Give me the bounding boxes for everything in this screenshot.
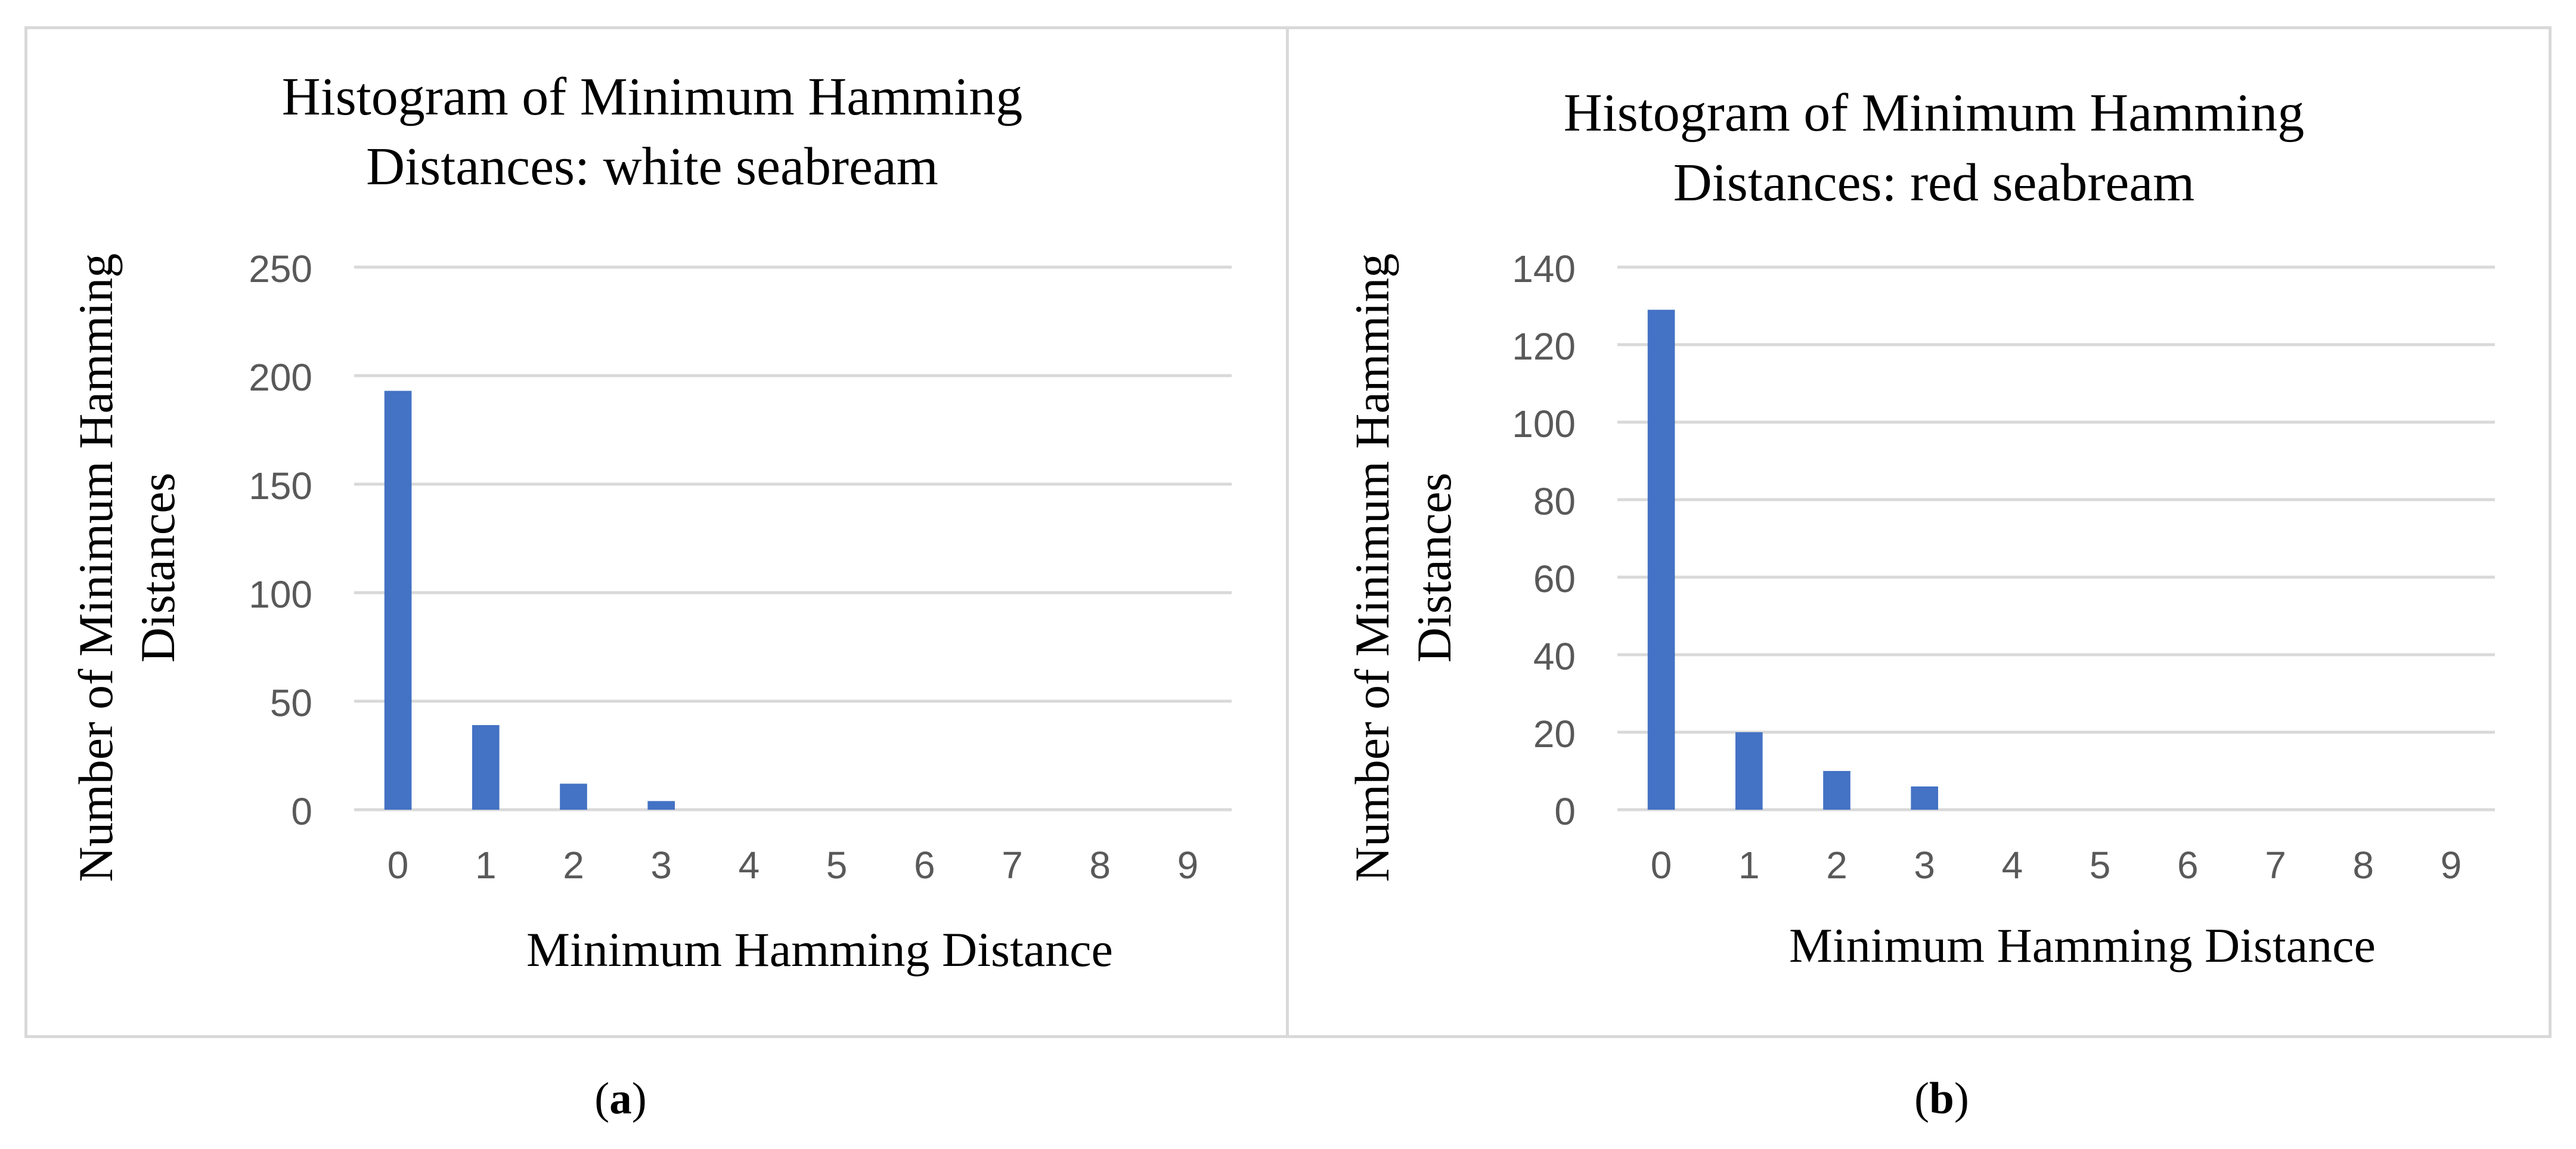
chart-b-bar-1	[1735, 732, 1763, 810]
chart-b-y-axis-label-line-2: Distances	[1407, 473, 1461, 663]
chart-b-y-tick-label: 60	[1533, 558, 1576, 600]
chart-a-x-tick-label: 7	[1002, 844, 1023, 887]
chart-a-x-tick-label: 8	[1089, 844, 1111, 887]
chart-a-y-tick-label: 50	[270, 682, 312, 724]
chart-a-y-tick-label: 100	[249, 573, 312, 616]
chart-a-y-tick-label: 150	[249, 464, 312, 507]
chart-b-y-tick-label: 20	[1533, 713, 1576, 755]
caption-a-letter: a	[609, 1074, 632, 1123]
chart-a-title-line-1: Histogram of Minimum Hamming	[282, 67, 1022, 126]
chart-a-bar-0	[384, 391, 412, 810]
chart-b-x-tick-label: 8	[2352, 844, 2374, 887]
chart-b-x-tick-label: 2	[1826, 844, 1847, 887]
chart-b-x-tick-label: 5	[2090, 844, 2111, 887]
chart-a-x-axis-label: Minimum Hamming Distance	[526, 922, 1113, 977]
chart-a-bar-3	[647, 801, 675, 810]
chart-a-x-tick-label: 2	[563, 844, 584, 887]
chart-a-y-tick-label: 250	[249, 247, 312, 290]
chart-b-y-tick-label: 40	[1533, 635, 1576, 678]
chart-b-y-tick-label: 120	[1512, 325, 1576, 368]
chart-b-title-line-1: Histogram of Minimum Hamming	[1564, 83, 2304, 143]
chart-a-bar-1	[472, 725, 500, 810]
caption-b: (b)	[1914, 1074, 1969, 1123]
chart-a-y-tick-label: 0	[291, 790, 312, 833]
chart-a-x-tick-label: 0	[388, 844, 409, 887]
chart-b-bar-3	[1911, 786, 1939, 810]
chart-b-y-tick-label: 100	[1512, 402, 1576, 445]
chart-b-plot-area: 0 20 40 60 80 100 120 140 0 1 2 3 4 5 6 7 8 9	[1512, 247, 2495, 887]
chart-a-y-axis-label-line-1: Number of Minimum Hamming	[69, 253, 123, 882]
chart-a-y-axis-label-line-2: Distances	[131, 473, 185, 663]
chart-b-x-tick-label: 0	[1651, 844, 1672, 887]
chart-b-x-tick-label: 6	[2177, 844, 2199, 887]
chart-panel-a	[24, 26, 1291, 1038]
caption-a: (a)	[594, 1074, 647, 1123]
chart-b-y-tick-label: 80	[1533, 480, 1576, 523]
chart-b-x-tick-label: 7	[2265, 844, 2286, 887]
chart-a-x-tick-label: 6	[914, 844, 935, 887]
chart-b-title-line-2: Distances: red seabream	[1673, 153, 2195, 212]
chart-a-plot-area: 0 50 100 150 200 250 0 1 2 3 4 5 6 7 8 9	[249, 247, 1232, 887]
chart-b-x-axis-label: Minimum Hamming Distance	[1789, 918, 2376, 973]
chart-a-title-line-2: Distances: white seabream	[366, 137, 938, 196]
chart-b-y-axis-label-line-1: Number of Minimum Hamming	[1345, 253, 1399, 882]
chart-a-x-tick-label: 4	[739, 844, 760, 887]
chart-a-x-tick-label: 9	[1177, 844, 1199, 887]
chart-a-y-tick-label: 200	[249, 356, 312, 399]
chart-b-x-tick-label: 1	[1738, 844, 1760, 887]
chart-b-y-tick-label: 140	[1512, 247, 1576, 290]
chart-b-y-tick-label: 0	[1554, 790, 1576, 833]
chart-a-x-tick-label: 5	[826, 844, 848, 887]
chart-b-x-tick-label: 3	[1914, 844, 1935, 887]
chart-b-x-tick-label: 4	[2002, 844, 2023, 887]
chart-panel-b	[1286, 26, 2552, 1038]
chart-a-x-tick-label: 3	[650, 844, 672, 887]
chart-a-bar-2	[560, 783, 587, 810]
chart-b-bar-2	[1823, 771, 1850, 810]
chart-b-x-tick-label: 9	[2441, 844, 2462, 887]
caption-b-letter: b	[1929, 1074, 1954, 1123]
chart-b-bar-0	[1647, 309, 1675, 810]
chart-a-x-tick-label: 1	[475, 844, 497, 887]
